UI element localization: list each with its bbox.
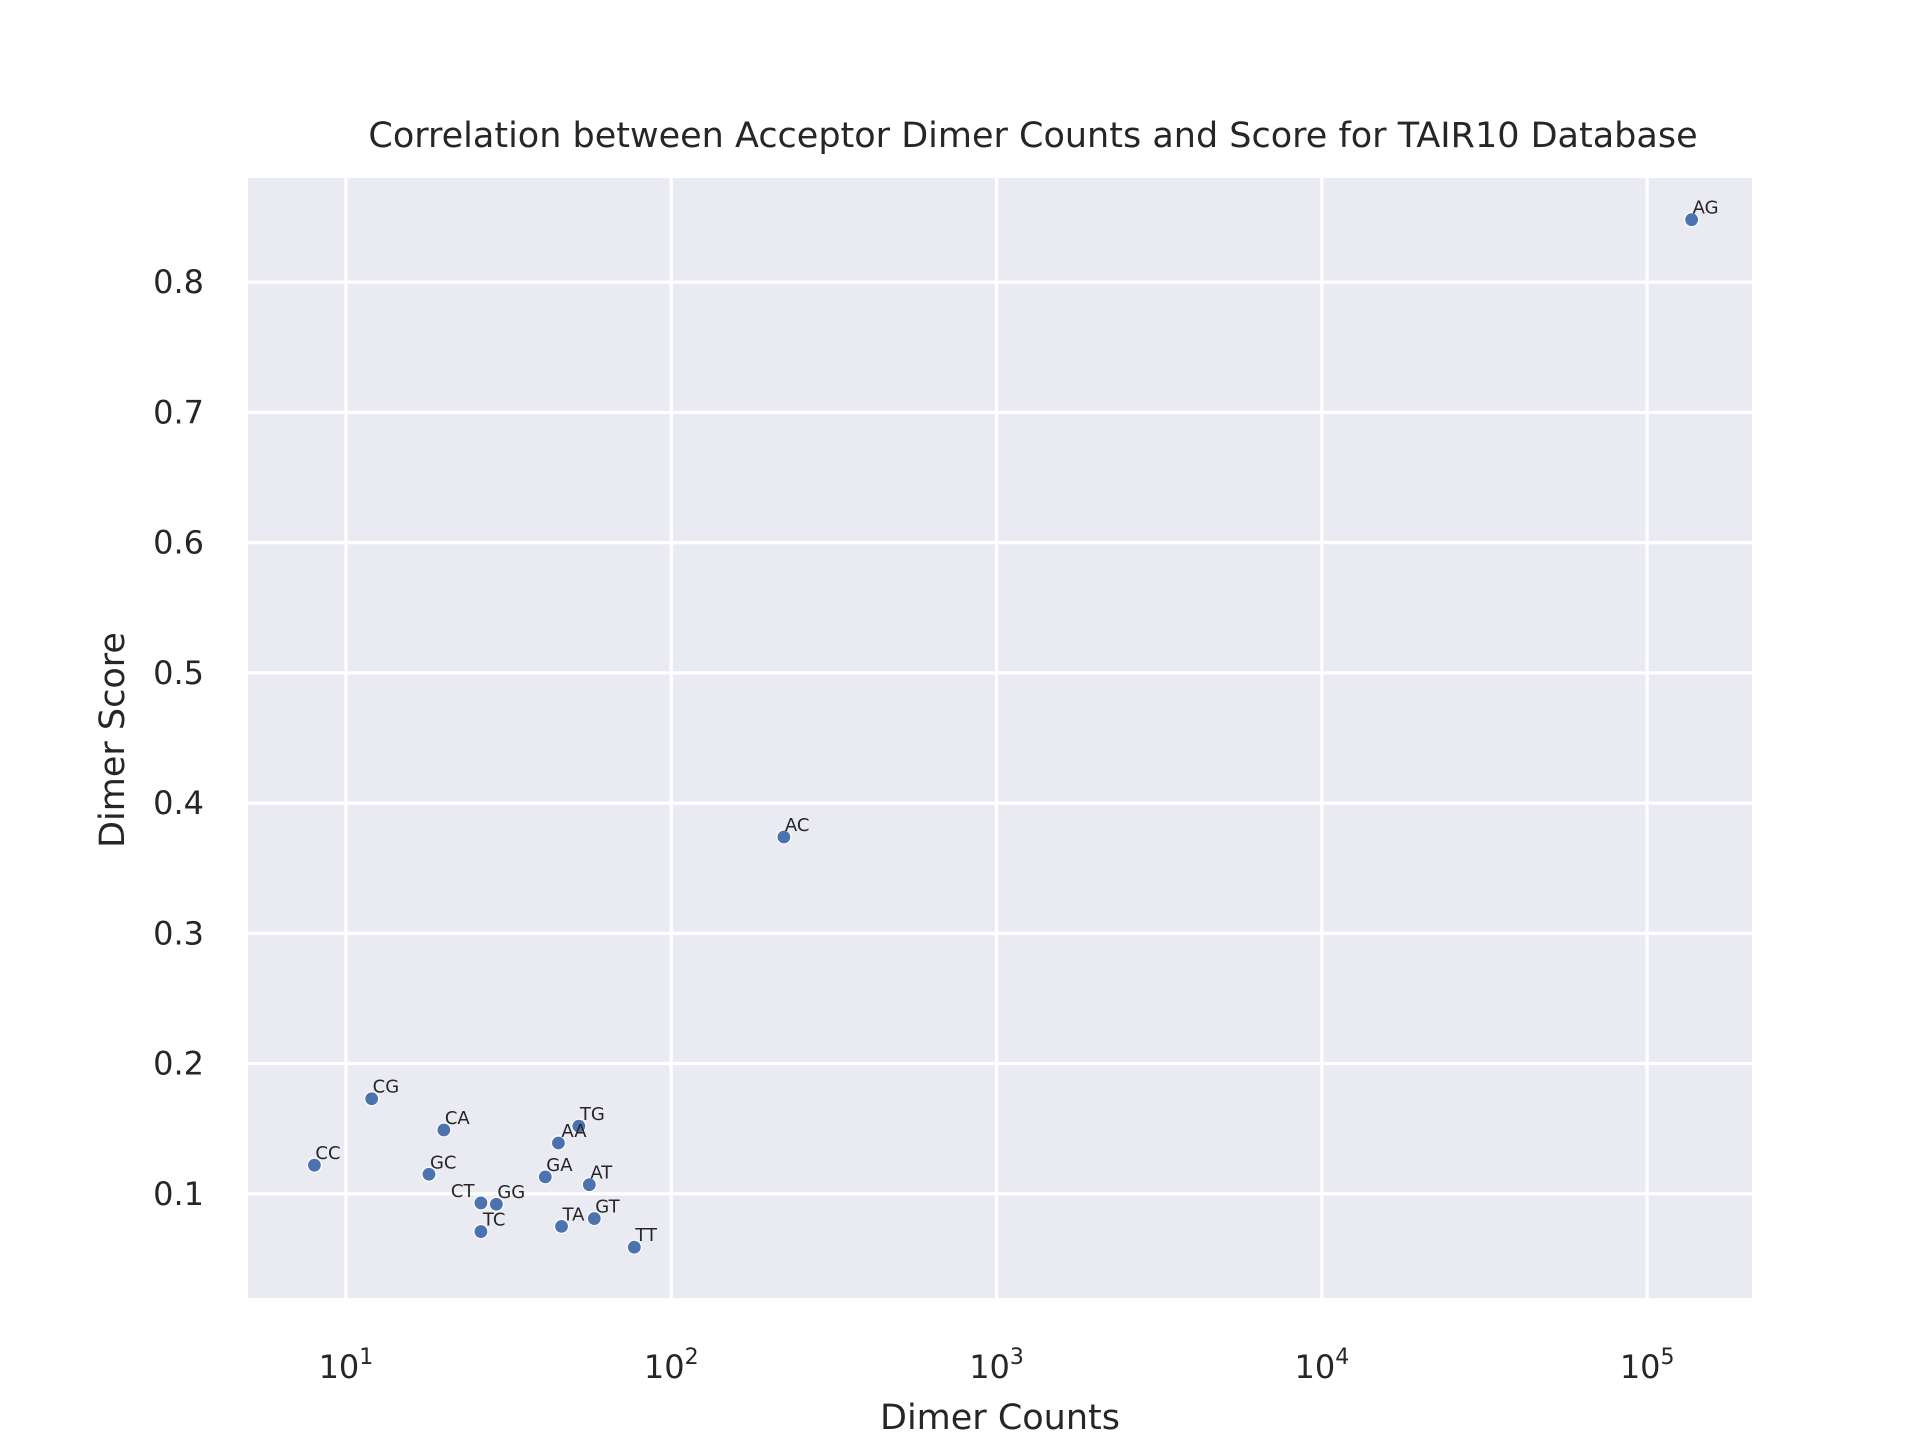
point-label: GG <box>497 1182 525 1203</box>
data-point <box>364 1091 380 1107</box>
point-label: AT <box>590 1163 613 1184</box>
point-label: CC <box>315 1143 340 1164</box>
point-label: AG <box>1693 198 1719 219</box>
data-point <box>776 829 792 845</box>
data-point <box>473 1195 489 1211</box>
plot-area <box>248 178 1752 1298</box>
point-label: AA <box>561 1121 587 1142</box>
y-tick-label: 0.2 <box>153 1045 204 1083</box>
x-tick-label: 105 <box>1620 1345 1675 1386</box>
y-tick-label: 0.6 <box>153 524 204 562</box>
point-label: GA <box>546 1155 573 1176</box>
y-tick-label: 0.4 <box>153 784 204 822</box>
x-axis-ticks: 101 102 103 104 105 <box>319 1345 1675 1386</box>
data-point <box>626 1239 642 1255</box>
grid <box>248 178 1752 1298</box>
point-label: CA <box>445 1108 471 1129</box>
chart-title: Correlation between Acceptor Dimer Count… <box>368 116 1697 156</box>
point-label: TT <box>634 1225 658 1246</box>
y-axis-label: Dimer Score <box>93 632 133 848</box>
data-point <box>1684 212 1700 228</box>
point-label: CG <box>373 1077 400 1098</box>
y-tick-label: 0.3 <box>153 914 204 952</box>
data-point <box>537 1169 553 1185</box>
point-label: AC <box>785 815 810 836</box>
x-axis-label: Dimer Counts <box>880 1398 1120 1438</box>
data-point <box>436 1122 452 1138</box>
x-tick-label: 103 <box>969 1345 1024 1386</box>
data-point <box>550 1135 567 1151</box>
data-point <box>571 1118 587 1134</box>
y-axis-ticks: 0.1 0.2 0.3 0.4 0.5 0.6 0.7 0.8 <box>153 263 204 1213</box>
y-tick-label: 0.8 <box>153 263 204 301</box>
point-label: TG <box>579 1104 605 1125</box>
y-tick-label: 0.5 <box>153 654 204 692</box>
data-point <box>421 1166 437 1182</box>
data-point <box>488 1196 504 1212</box>
data-points <box>306 212 1700 1255</box>
point-label: GC <box>430 1152 457 1173</box>
data-point <box>473 1223 489 1240</box>
data-point <box>553 1218 570 1234</box>
point-label: CT <box>451 1181 476 1202</box>
data-point <box>586 1210 602 1227</box>
y-tick-label: 0.7 <box>153 393 204 431</box>
x-tick-label: 102 <box>644 1345 699 1386</box>
x-tick-label: 101 <box>319 1345 374 1386</box>
data-point <box>306 1157 323 1173</box>
y-tick-label: 0.1 <box>153 1175 204 1213</box>
point-label: TA <box>562 1204 586 1225</box>
point-label: GT <box>595 1197 620 1218</box>
x-tick-label: 104 <box>1295 1345 1350 1386</box>
point-label: TC <box>482 1210 506 1231</box>
data-point <box>581 1177 597 1193</box>
